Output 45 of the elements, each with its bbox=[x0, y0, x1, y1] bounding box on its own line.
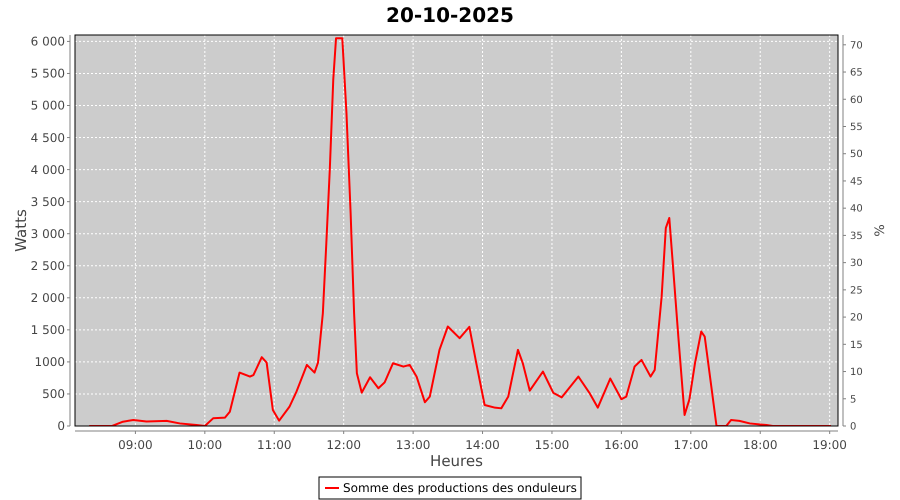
y2-tick-label: 50 bbox=[850, 149, 863, 160]
y2-tick-label: 60 bbox=[850, 94, 863, 106]
y-tick-label: 2 000 bbox=[30, 291, 65, 306]
x-tick-label: 10:00 bbox=[188, 438, 222, 452]
y2-tick-label: 25 bbox=[850, 285, 863, 296]
x-tick-label: 18:00 bbox=[742, 438, 778, 452]
y-axis-title: Watts bbox=[12, 209, 30, 252]
legend-label: Somme des productions des onduleurs bbox=[343, 481, 577, 496]
x-tick-label: 14:00 bbox=[465, 438, 500, 452]
y-tick-label: 1 500 bbox=[30, 323, 65, 338]
x-axis-title: Heures bbox=[430, 452, 484, 470]
chart-title: 20-10-2025 bbox=[386, 3, 514, 27]
y2-tick-label: 30 bbox=[850, 258, 863, 270]
y-tick-label: 5 500 bbox=[30, 66, 65, 81]
x-tick-label: 09:00 bbox=[118, 438, 153, 452]
y-tick-label: 6 000 bbox=[30, 34, 65, 49]
x-tick-label: 15:00 bbox=[534, 438, 570, 452]
y-tick-label: 1000 bbox=[34, 355, 65, 370]
y2-tick-label: 40 bbox=[850, 204, 863, 215]
x-tick-label: 19:00 bbox=[812, 438, 847, 452]
x-tick-label: 11:00 bbox=[256, 438, 292, 452]
x-tick-label: 13:00 bbox=[396, 438, 430, 452]
y2-tick-label: 45 bbox=[850, 176, 863, 188]
y-tick-label: 2 500 bbox=[30, 258, 65, 273]
x-tick-label: 16:00 bbox=[604, 438, 639, 452]
y2-tick-label: 15 bbox=[850, 340, 863, 351]
y2-axis-title: % bbox=[873, 224, 888, 237]
y2-tick-label: 10 bbox=[850, 367, 863, 378]
x-tick-label: 12:00 bbox=[326, 438, 361, 452]
y2-tick-label: 55 bbox=[850, 122, 863, 133]
y2-tick-label: 0 bbox=[850, 422, 856, 432]
y-tick-label: 3 500 bbox=[30, 194, 65, 209]
y2-tick-label: 5 bbox=[850, 394, 856, 406]
y2-tick-label: 70 bbox=[850, 40, 863, 52]
y2-tick-label: 65 bbox=[850, 68, 863, 79]
y-tick-label: 3 000 bbox=[30, 226, 65, 241]
y2-tick-label: 35 bbox=[850, 230, 863, 242]
y-tick-label: 0 bbox=[57, 419, 65, 434]
line-series bbox=[88, 37, 832, 426]
x-tick-label: 17:00 bbox=[674, 438, 708, 452]
y-tick-label: 4 000 bbox=[30, 162, 65, 177]
y2-tick-label: 20 bbox=[850, 312, 863, 324]
y-tick-label: 500 bbox=[42, 387, 65, 402]
y-tick-label: 5 000 bbox=[30, 98, 65, 113]
y-tick-label: 4 500 bbox=[30, 130, 65, 145]
